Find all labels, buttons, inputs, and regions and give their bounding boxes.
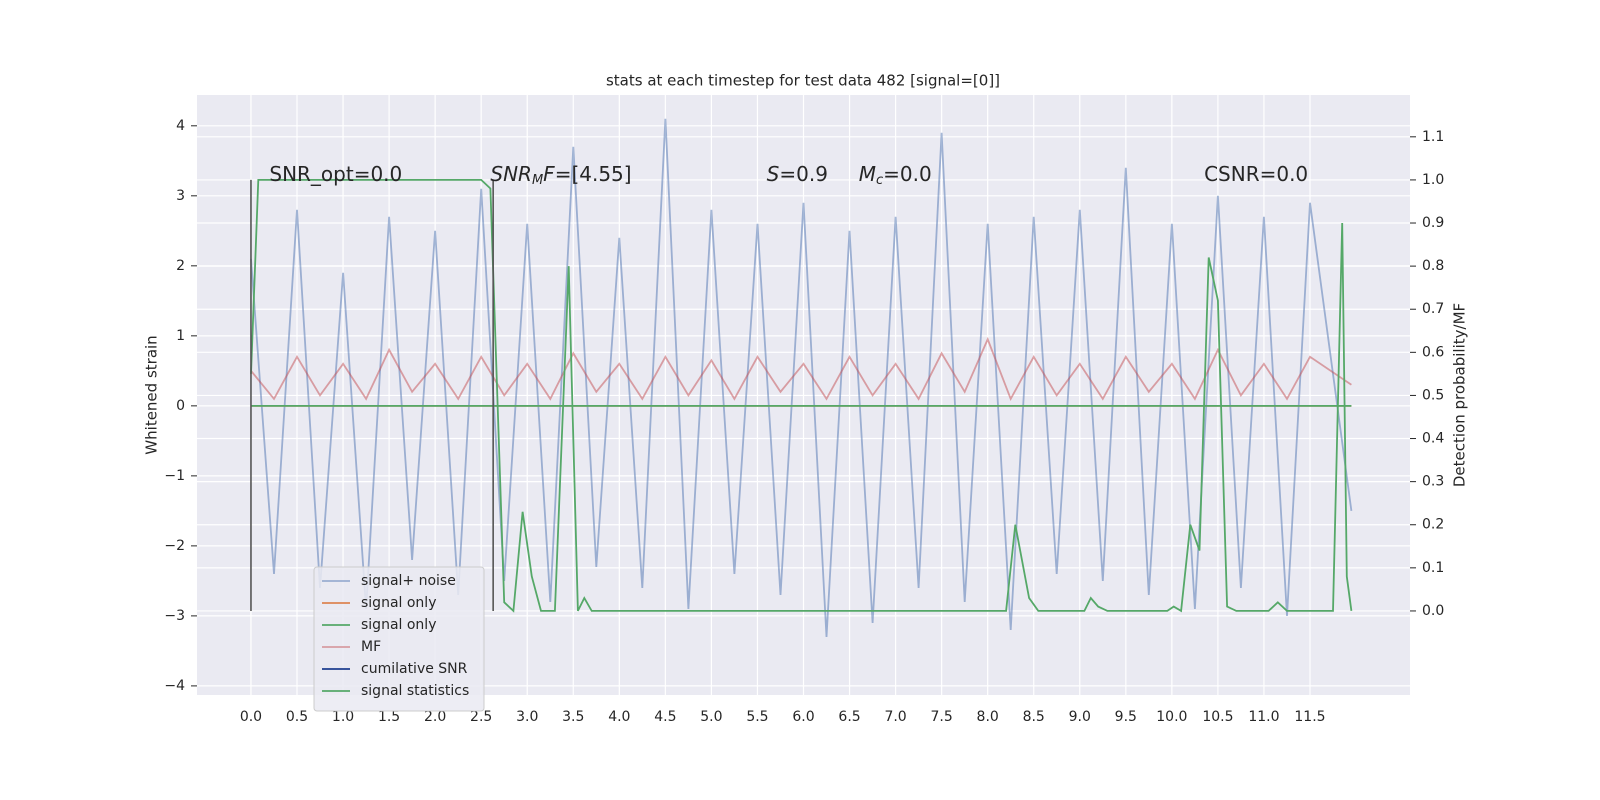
annotation-part: =[4.55] [555,161,632,185]
legend-label: signal statistics [361,683,469,699]
annotation-part: =0.9 [779,161,828,185]
annotation-part: S [767,161,780,185]
x-tick-label: 2.5 [470,709,492,725]
y2-tick-label: 0.6 [1422,344,1444,360]
x-tick-label: 3.0 [516,709,538,725]
y-tick-label: 1 [176,328,185,344]
series-line [250,179,1353,613]
y-tick-label: 4 [176,118,185,134]
annotation-part: SNR_opt=0.0 [269,161,402,185]
legend-label: cumilative SNR [361,661,468,677]
y2-tick-label: 0.3 [1422,474,1444,490]
x-tick-label: 2.0 [424,709,446,725]
annotation-part: F [543,161,555,185]
annotation-part: c [876,172,883,187]
legend-label: signal only [361,617,436,633]
y2-tick-label: 0.2 [1422,517,1444,533]
y-tick-label: 2 [176,258,185,274]
annotation: CSNR=0.0 [1204,161,1308,185]
chart-title: stats at each timestep for test data 482… [606,72,1000,90]
x-tick-label: 8.0 [977,709,999,725]
x-tick-label: 6.5 [838,709,860,725]
x-tick-label: 11.5 [1294,709,1325,725]
y-tick-label: 3 [176,188,185,204]
annotation: S=0.9 [767,161,828,185]
x-tick-label: 9.5 [1115,709,1137,725]
y2-tick-label: 0.5 [1422,387,1444,403]
legend-label: signal only [361,595,436,611]
x-tick-label: 4.5 [654,709,676,725]
y-tick-label: −3 [164,608,185,624]
annotation-part: SNR [490,161,532,185]
x-tick-label: 3.5 [562,709,584,725]
legend-label: signal+ noise [361,573,456,589]
annotation-part: M [859,161,876,185]
annotation: SNR_opt=0.0 [269,161,402,185]
x-tick-label: 0.5 [286,709,308,725]
y2-tick-label: 0.9 [1422,215,1444,231]
y2-tick-label: 0.0 [1422,603,1444,619]
annotation: SNRMF=[4.55] [490,161,631,187]
x-tick-label: 4.0 [608,709,630,725]
x-tick-label: 1.5 [378,709,400,725]
y-axis-label: Whitened strain [143,335,161,454]
y-tick-label: −2 [164,538,185,554]
series-line [250,118,1353,637]
annotation: Mc=0.0 [859,161,932,187]
x-tick-label: 5.5 [746,709,768,725]
x-tick-label: 8.5 [1023,709,1045,725]
y2-tick-label: 0.1 [1422,560,1444,576]
series-line [250,336,1352,402]
x-tick-label: 6.0 [792,709,814,725]
y2-axis-label: Detection probability/MF [1451,303,1469,487]
annotation-part: M [532,172,543,187]
legend-label: MF [361,639,381,655]
y-tick-label: −1 [164,468,185,484]
x-tick-label: 0.0 [240,709,262,725]
annotation-part: CSNR=0.0 [1204,161,1308,185]
x-tick-label: 9.0 [1069,709,1091,725]
x-tick-label: 11.0 [1248,709,1279,725]
legend-box [313,566,485,712]
x-tick-label: 10.5 [1202,709,1233,725]
x-tick-label: 1.0 [332,709,354,725]
y2-tick-label: 0.8 [1422,258,1444,274]
y-tick-label: 0 [176,398,185,414]
y2-tick-label: 0.4 [1422,431,1444,447]
x-tick-label: 7.0 [884,709,906,725]
x-tick-label: 10.0 [1156,709,1187,725]
y2-tick-label: 0.7 [1422,301,1444,317]
y2-tick-label: 1.0 [1422,172,1444,188]
legend: signal+ noise signal only signal only MF cum… [313,566,485,712]
annotation-part: =0.0 [883,161,932,185]
y2-tick-label: 1.1 [1422,129,1444,145]
x-tick-label: 7.5 [931,709,953,725]
y-tick-label: −4 [164,678,185,694]
x-tick-label: 5.0 [700,709,722,725]
